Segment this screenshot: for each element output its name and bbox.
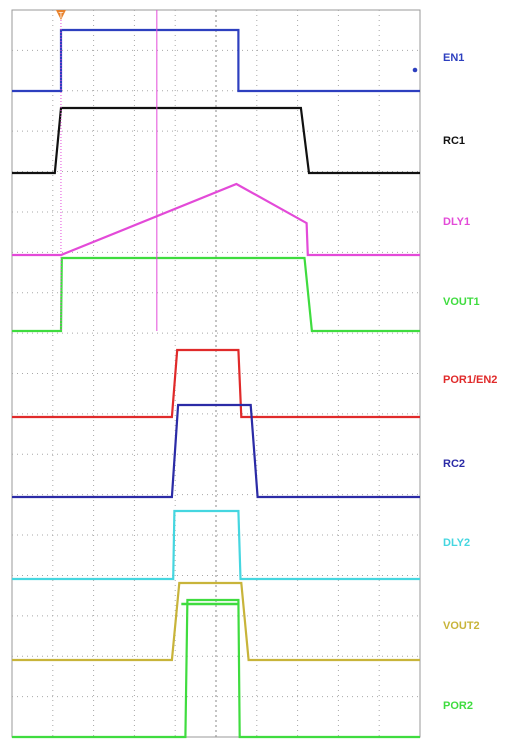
trace-vout1 — [12, 256, 420, 333]
trigger-marker-icon — [55, 10, 66, 20]
trace-rc1 — [12, 106, 420, 175]
channel-label-vout2: VOUT2 — [443, 620, 480, 632]
trace-dly1 — [12, 182, 420, 257]
trigger-marker-label: T — [59, 11, 64, 20]
channel-label-rc1: RC1 — [443, 135, 466, 147]
trace-dly2 — [12, 509, 420, 581]
trace-en1 — [12, 28, 420, 93]
channel-label-por2: POR2 — [443, 700, 473, 712]
channel-label-vout1: VOUT1 — [443, 296, 480, 308]
channel-label-dly1: DLY1 — [443, 216, 471, 228]
trace-por2 — [12, 598, 420, 739]
trace-por1-en2 — [12, 348, 420, 419]
ground-reference-dot — [412, 67, 418, 73]
plot-frame — [11, 9, 421, 738]
channel-label-por1-en2: POR1/EN2 — [443, 374, 498, 386]
channel-label-en1: EN1 — [443, 52, 465, 64]
channel-label-dly2: DLY2 — [443, 537, 471, 549]
trace-vout2 — [12, 581, 420, 662]
trace-rc2 — [12, 403, 420, 499]
channel-label-rc2: RC2 — [443, 458, 466, 470]
